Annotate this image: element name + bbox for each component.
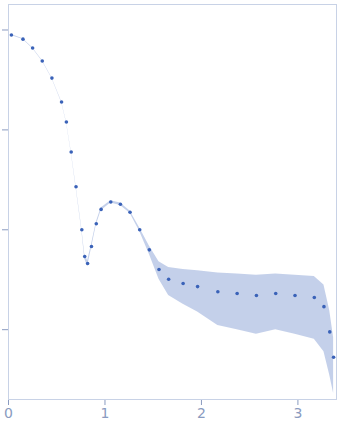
svg-text:1: 1 <box>101 405 110 421</box>
svg-text:2: 2 <box>197 405 206 421</box>
svg-text:3: 3 <box>293 405 302 421</box>
svg-text:0: 0 <box>4 405 13 421</box>
